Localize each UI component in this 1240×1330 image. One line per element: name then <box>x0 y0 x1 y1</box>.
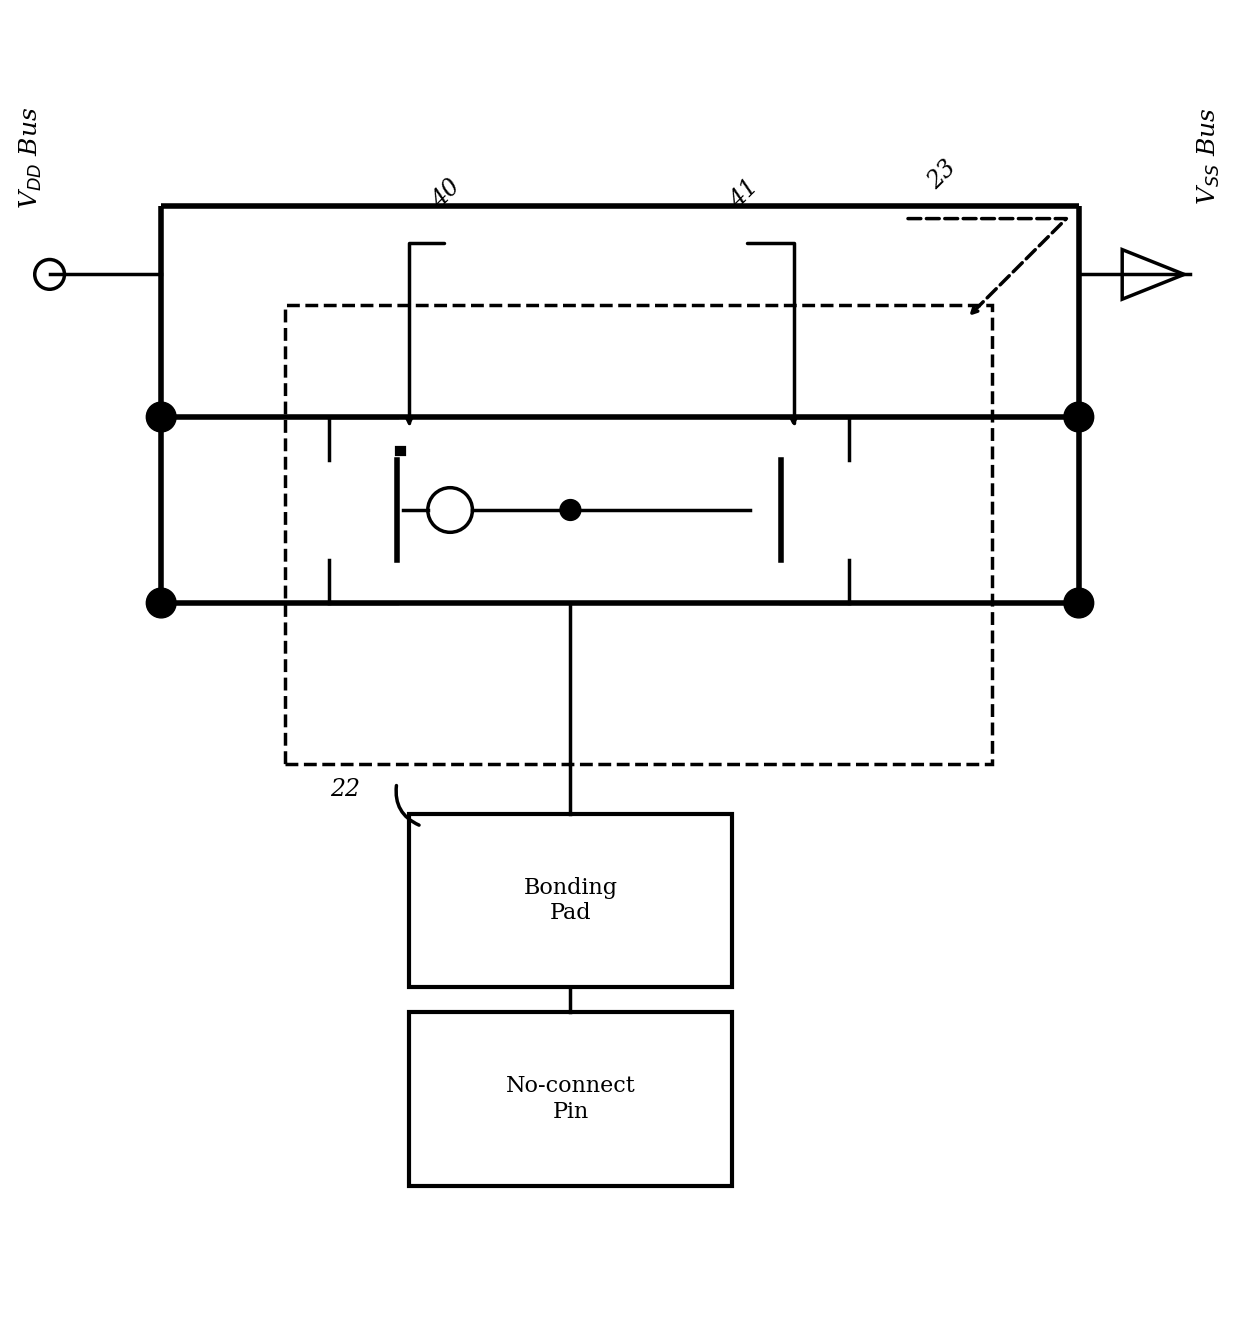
Circle shape <box>1064 402 1094 432</box>
Circle shape <box>1064 588 1094 618</box>
Text: No-connect
Pin: No-connect Pin <box>506 1075 635 1123</box>
Circle shape <box>560 500 580 520</box>
Text: 40: 40 <box>428 176 465 213</box>
Text: V$_{DD}$ Bus: V$_{DD}$ Bus <box>17 106 45 209</box>
Text: Bonding
Pad: Bonding Pad <box>523 876 618 924</box>
Circle shape <box>146 588 176 618</box>
Text: 23: 23 <box>924 157 961 194</box>
Text: 22: 22 <box>330 778 360 802</box>
Text: 41: 41 <box>725 176 763 213</box>
Bar <box>409 1012 732 1186</box>
Text: V$_{SS}$ Bus: V$_{SS}$ Bus <box>1195 106 1223 205</box>
Bar <box>285 306 992 765</box>
Circle shape <box>146 402 176 432</box>
Bar <box>409 814 732 987</box>
